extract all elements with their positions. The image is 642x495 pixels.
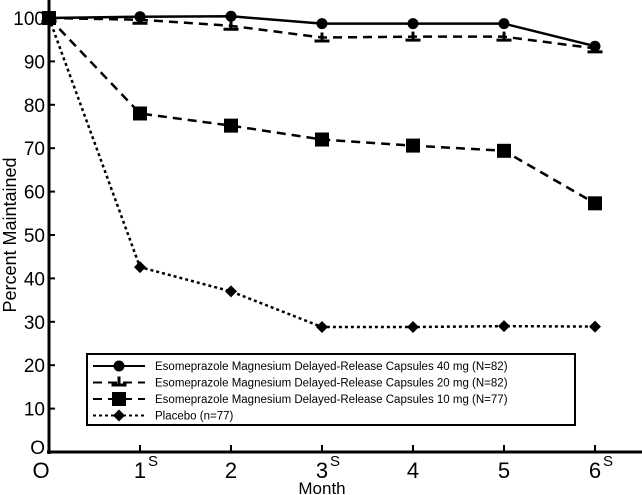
marker-square: [224, 118, 238, 133]
marker-diamond: [113, 409, 125, 422]
series-diamond: [43, 12, 601, 334]
x-tick-label: 1: [134, 458, 146, 483]
marker-diamond: [316, 321, 328, 334]
marker-circle: [43, 12, 55, 24]
legend-label: Esomeprazole Magnesium Delayed-Release C…: [155, 361, 508, 373]
significance-mark: S: [603, 453, 613, 470]
marker-circle: [113, 360, 125, 372]
marker-circle: [134, 11, 146, 23]
marker-circle: [589, 40, 601, 52]
legend-box: [86, 353, 576, 426]
legend: Esomeprazole Magnesium Delayed-Release C…: [86, 353, 576, 426]
marker-diamond: [225, 285, 237, 298]
x-tick-label: 3: [316, 458, 328, 483]
x-tick-label: 5: [498, 458, 510, 483]
marker-square: [588, 196, 602, 211]
legend-entry: Esomeprazole Magnesium Delayed-Release C…: [93, 376, 508, 390]
series-line: [47, 17, 596, 329]
marker-diamond: [134, 261, 146, 274]
y-tick-label: 30: [24, 313, 45, 334]
y-tick-label: 80: [24, 96, 45, 117]
legend-label: Esomeprazole Magnesium Delayed-Release C…: [155, 378, 508, 390]
y-tick-label: 100: [13, 9, 45, 30]
y-axis-label: Percent Maintained: [0, 157, 20, 312]
significance-mark: S: [330, 453, 340, 470]
legend-label: Placebo (n=77): [155, 411, 233, 423]
legend-entry: Esomeprazole Magnesium Delayed-Release C…: [93, 360, 508, 373]
series-group: [41, 10, 603, 334]
series-square: [42, 11, 602, 211]
y-tick-label: 60: [24, 183, 45, 204]
marker-tee: [314, 32, 330, 43]
marker-square: [315, 132, 329, 147]
x-tick-label: 6: [589, 458, 601, 483]
legend-label: Esomeprazole Magnesium Delayed-Release C…: [155, 394, 508, 406]
marker-square: [133, 106, 147, 121]
series-line: [48, 17, 596, 205]
x-tick-label: 4: [407, 458, 419, 483]
significance-mark: S: [148, 453, 158, 470]
series-circle: [43, 10, 601, 52]
marker-circle: [316, 18, 328, 30]
marker-diamond: [589, 320, 601, 333]
marker-circle: [407, 18, 419, 30]
y-tick-label: 10: [24, 400, 45, 421]
marker-circle: [498, 18, 510, 30]
y-tick-label: 40: [24, 269, 45, 290]
x-tick-label: O: [32, 458, 49, 483]
legend-entry: Esomeprazole Magnesium Delayed-Release C…: [93, 392, 508, 406]
marker-square: [406, 138, 420, 153]
legend-entry: Placebo (n=77): [93, 409, 233, 423]
x-axis-label: Month: [298, 479, 345, 495]
marker-circle: [225, 10, 237, 22]
marker-square: [112, 392, 126, 406]
marker-tee: [405, 31, 421, 42]
y-tick-label: O: [30, 438, 45, 459]
marker-diamond: [498, 320, 510, 333]
y-tick-label: 90: [24, 52, 45, 73]
y-tick-label: 70: [24, 139, 45, 160]
marker-tee: [496, 31, 512, 42]
x-tick-label: 2: [225, 458, 237, 483]
marker-tee: [223, 20, 239, 31]
marker-tee: [111, 376, 127, 387]
y-tick-label: 50: [24, 226, 45, 247]
marker-square: [497, 143, 511, 158]
marker-diamond: [407, 321, 419, 334]
y-tick-label: 20: [24, 356, 45, 377]
